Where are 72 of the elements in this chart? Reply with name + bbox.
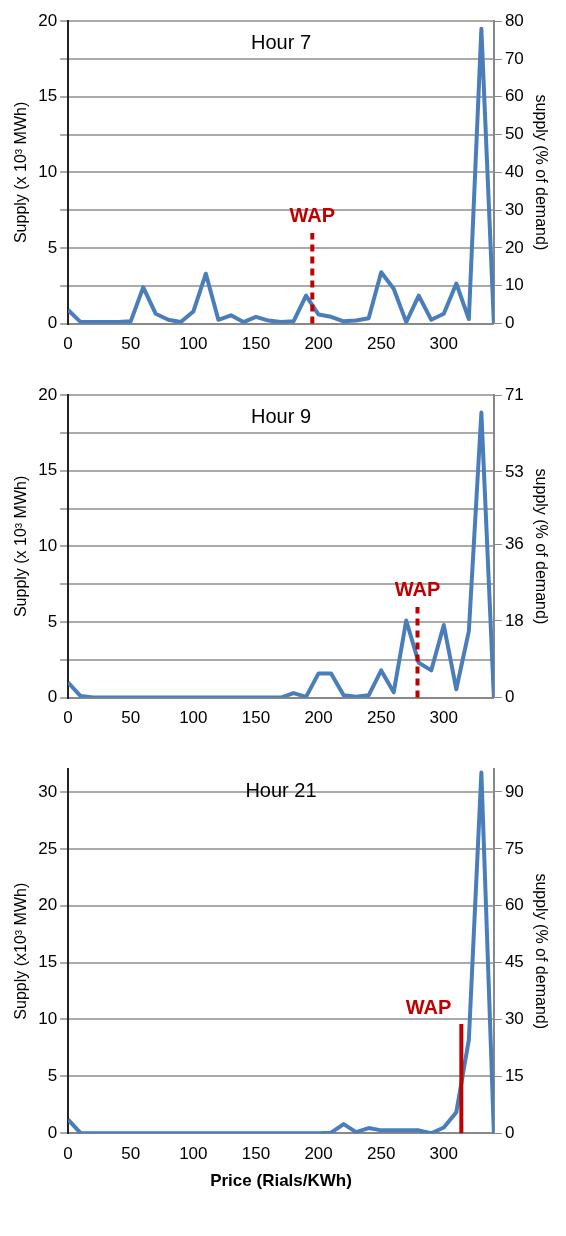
y-axis-title: Supply (x10³ MWh) — [12, 882, 30, 1020]
y-tick-label: 10 — [38, 536, 58, 556]
y-tick-label: 20 — [38, 895, 58, 915]
y2-tick-label: 50 — [504, 124, 524, 144]
x-tick-label: 100 — [179, 708, 208, 728]
x-tick-label: 50 — [121, 708, 141, 728]
x-tick-label: 0 — [63, 708, 73, 728]
x-tick-label: 200 — [304, 708, 333, 728]
x-tick-label: 100 — [179, 334, 208, 354]
x-tick-label: 300 — [429, 708, 458, 728]
y2-tick-label: 15 — [504, 1066, 524, 1086]
x-tick-label: 300 — [429, 1144, 458, 1164]
y2-tick-label: 30 — [504, 199, 524, 219]
x-tick-label: 150 — [241, 334, 271, 354]
y-tick-label: 15 — [38, 460, 58, 480]
y2-tick-label: 0 — [504, 313, 515, 333]
x-tick-label: 250 — [367, 708, 396, 728]
x-tick-label: 50 — [121, 1144, 141, 1164]
y2-tick-label: 90 — [504, 781, 524, 801]
x-tick-label: 0 — [63, 1144, 73, 1164]
ref-line-label: WAP — [405, 995, 452, 1018]
x-tick-label: 100 — [179, 1144, 208, 1164]
y-tick-label: 15 — [38, 86, 58, 106]
y-tick-label: 20 — [38, 384, 58, 404]
x-tick-label: 200 — [304, 1144, 333, 1164]
y2-tick-label: 45 — [504, 952, 524, 972]
y2-tick-label: 18 — [504, 610, 524, 630]
y2-tick-label: 36 — [504, 533, 524, 553]
y-tick-label: 5 — [47, 1066, 58, 1086]
y-tick-label: 0 — [47, 687, 58, 707]
y-tick-label: 20 — [38, 10, 58, 30]
y-tick-label: 25 — [38, 838, 58, 858]
y2-tick-label: 0 — [504, 687, 515, 707]
y2-tick-label: 71 — [504, 384, 524, 404]
y2-axis-title: supply (% of demand) — [532, 873, 550, 1030]
x-tick-label: 250 — [367, 334, 396, 354]
y2-tick-label: 0 — [504, 1122, 515, 1142]
y-tick-label: 15 — [38, 952, 58, 972]
y2-tick-label: 60 — [504, 86, 524, 106]
ref-line-label: WAP — [289, 204, 336, 227]
text: Hour 21 — [245, 778, 317, 801]
y2-tick-label: 80 — [504, 10, 524, 30]
y-tick-label: 5 — [47, 611, 58, 631]
x-axis-title: Price (Rials/KWh) — [210, 1171, 352, 1191]
x-tick-label: 250 — [367, 1144, 396, 1164]
y-tick-label: 30 — [38, 781, 58, 801]
y2-tick-label: 30 — [504, 1009, 524, 1029]
y-tick-label: 0 — [47, 313, 58, 333]
y2-tick-label: 60 — [504, 895, 524, 915]
y-tick-label: 5 — [47, 237, 58, 257]
x-tick-label: 0 — [63, 334, 73, 354]
y2-tick-label: 40 — [504, 162, 524, 182]
ref-line-label: WAP — [394, 578, 441, 601]
y-tick-label: 10 — [38, 162, 58, 182]
y2-axis-title: supply (% of demand) — [532, 94, 550, 251]
y-tick-label: 10 — [38, 1009, 58, 1029]
y2-tick-label: 20 — [504, 237, 524, 257]
y2-tick-label: 10 — [504, 275, 524, 295]
y2-tick-label: 53 — [504, 461, 524, 481]
x-tick-label: 150 — [241, 708, 271, 728]
y2-axis-title: supply (% of demand) — [532, 468, 550, 625]
x-tick-label: 150 — [241, 1144, 271, 1164]
y2-tick-label: 75 — [504, 838, 524, 858]
y-axis-title: Supply (x 10³ MWh) — [12, 475, 30, 618]
y2-tick-label: 70 — [504, 48, 524, 68]
x-tick-label: 200 — [304, 334, 333, 354]
text: Hour 9 — [250, 404, 312, 427]
x-tick-label: 300 — [429, 334, 458, 354]
y-axis-title: Supply (x 10³ MWh) — [12, 101, 30, 244]
text: Hour 7 — [250, 30, 312, 53]
y-tick-label: 0 — [47, 1122, 58, 1142]
x-tick-label: 50 — [121, 334, 141, 354]
